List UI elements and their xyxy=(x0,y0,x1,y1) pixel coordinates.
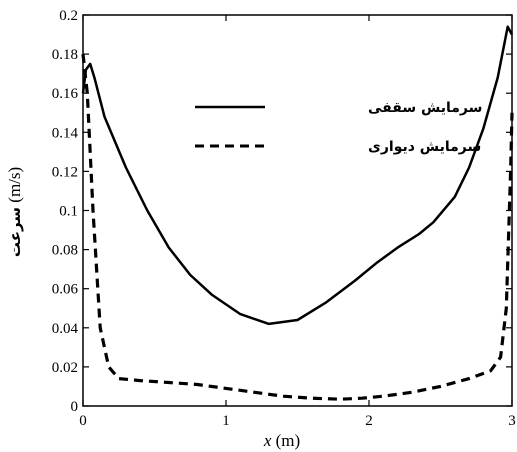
series-line-dashed xyxy=(81,53,514,401)
x-axis-title: x (m) xyxy=(263,431,300,450)
y-tick-label: 0.08 xyxy=(52,243,78,259)
legend-label-dashed: سرمایش دیواری xyxy=(368,139,481,155)
x-tick-label: 1 xyxy=(222,413,230,429)
x-axis-unit: (m) xyxy=(276,431,301,450)
y-axis-unit: (m/s) xyxy=(5,167,24,203)
y-axis-title: سرعت (m/s) xyxy=(5,167,24,257)
x-axis-var: x xyxy=(263,431,272,450)
y-tick-label: 0.12 xyxy=(52,164,78,180)
y-tick-label: 0.16 xyxy=(52,86,79,102)
y-tick-label: 0.18 xyxy=(52,47,78,63)
legend: سرمایش سقفی سرمایش دیواری xyxy=(195,100,482,155)
y-tick-label: 0 xyxy=(71,399,79,415)
y-tick-label: 0.04 xyxy=(52,321,79,337)
x-tick-label: 0 xyxy=(79,413,87,429)
x-tick-label: 3 xyxy=(508,413,516,429)
legend-label-solid: سرمایش سقفی xyxy=(368,100,482,116)
y-tick-label: 0.1 xyxy=(59,204,78,220)
x-tick-label: 2 xyxy=(365,413,373,429)
plot-content xyxy=(81,25,514,401)
axis-ticks: 0 1 2 3 0 0.02 0.04 0.06 0.08 0.1 0.12 0.14 0.16 0.18… xyxy=(52,8,516,429)
y-axis-word: سرعت xyxy=(6,207,24,257)
series-line-solid xyxy=(81,25,514,326)
y-tick-label: 0.02 xyxy=(52,360,78,376)
y-tick-label: 0.14 xyxy=(52,125,79,141)
y-tick-label: 0.2 xyxy=(59,8,78,24)
y-tick-label: 0.06 xyxy=(52,282,79,298)
